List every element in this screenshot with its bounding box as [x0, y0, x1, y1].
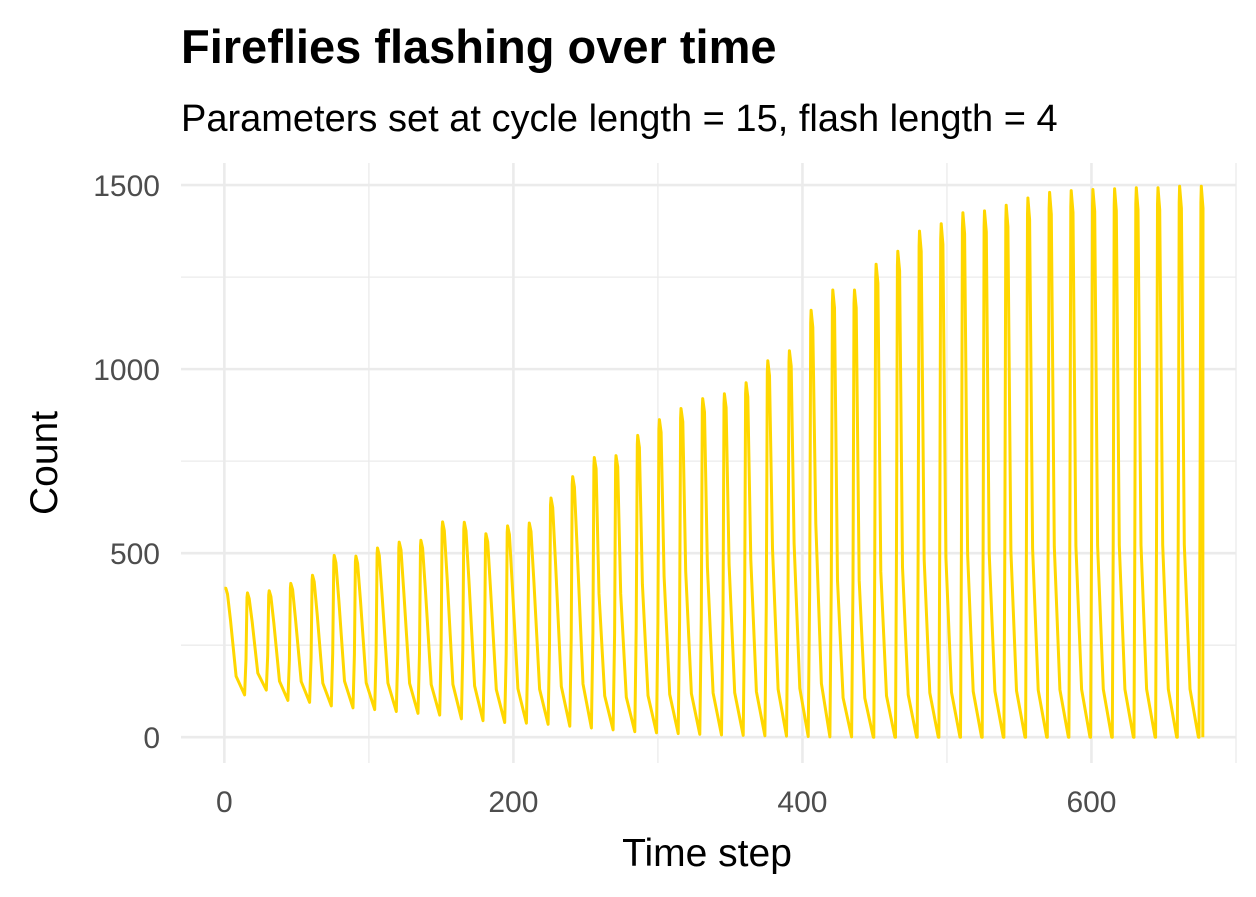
x-tick-label: 200 [488, 786, 538, 819]
y-axis-label: Count [23, 411, 66, 515]
x-tick-label: 0 [216, 786, 233, 819]
y-tick-label: 1000 [93, 354, 160, 387]
x-tick-label: 600 [1066, 786, 1116, 819]
y-tick-label: 1500 [93, 170, 160, 203]
x-tick-label: 400 [777, 786, 827, 819]
y-tick-label: 500 [110, 538, 160, 571]
chart-subtitle: Parameters set at cycle length = 15, fla… [181, 98, 1058, 140]
grid [181, 163, 1237, 763]
ticks: 0 200 400 600 0 500 1000 1500 [93, 170, 1116, 819]
series-line [224, 184, 1205, 739]
series-layer [224, 184, 1205, 739]
chart-title: Fireflies flashing over time [181, 20, 777, 73]
y-tick-label: 0 [143, 722, 160, 755]
x-axis-label: Time step [622, 832, 792, 875]
